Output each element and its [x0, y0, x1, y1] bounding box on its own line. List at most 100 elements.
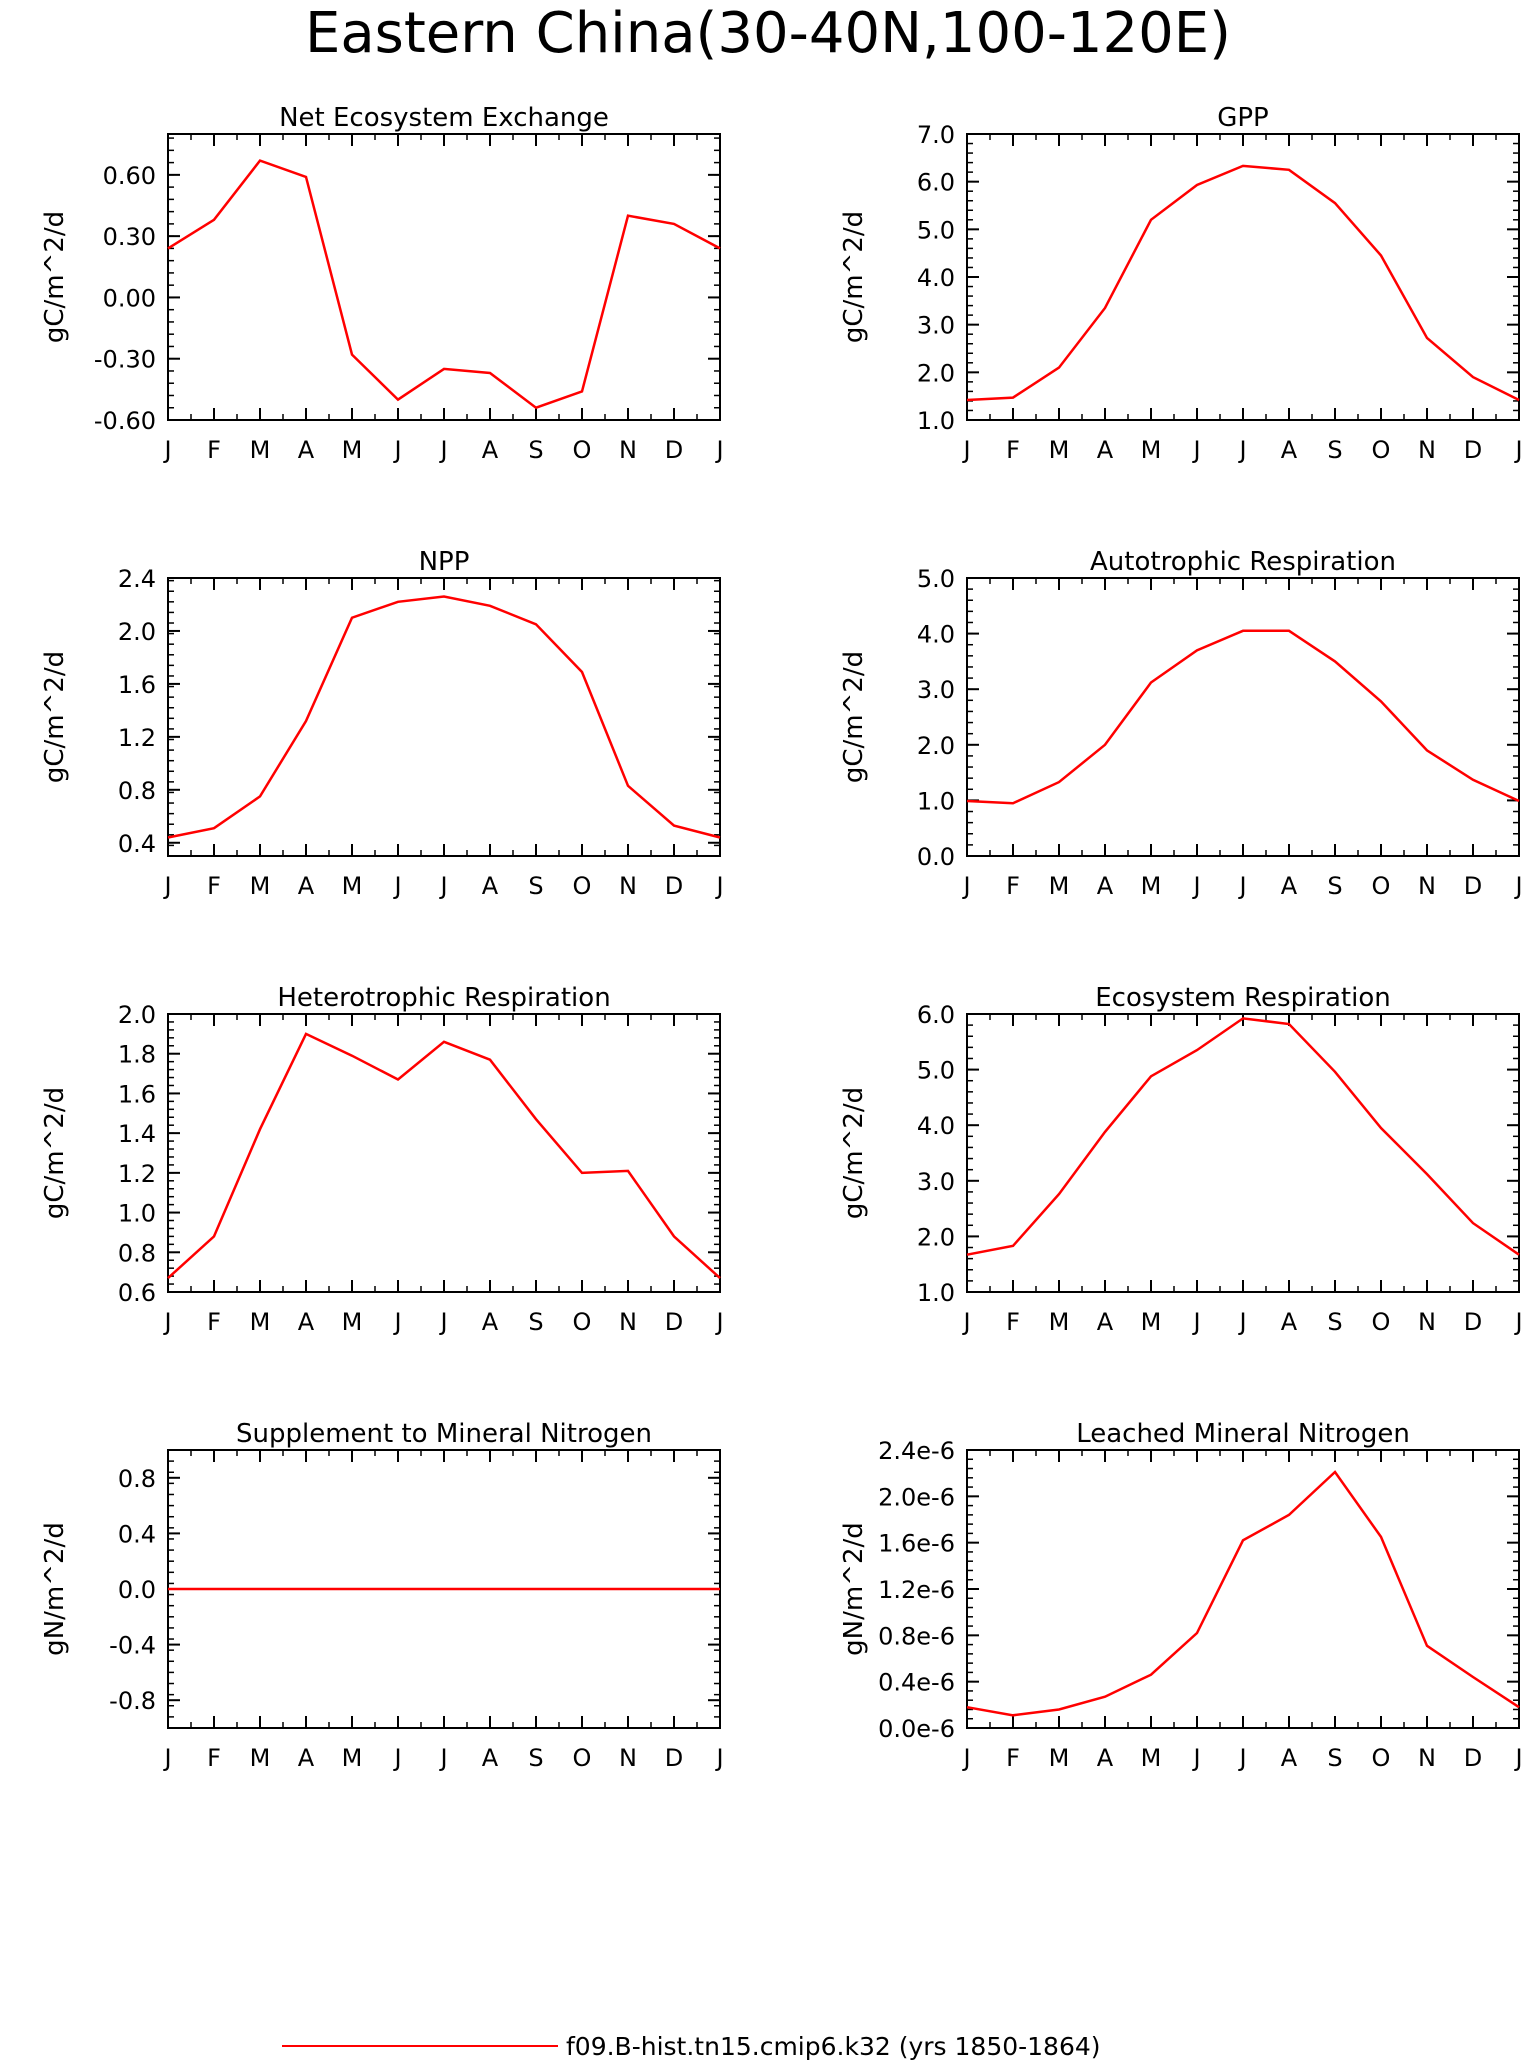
panel-6: J F M A M J J A S O N D J1.02.03.04.05.06.0Ecosystem… [839, 983, 1523, 1336]
x-tick-label: J [961, 436, 970, 464]
plot-frame [966, 577, 1520, 857]
y-tick-label: 1.8 [118, 1041, 156, 1069]
x-tick-label: N [619, 436, 637, 464]
x-tick-label: J [162, 436, 171, 464]
x-tick-label: O [573, 436, 592, 464]
x-tick-label: O [1372, 1308, 1391, 1336]
y-tick-label: 0.8 [118, 1239, 156, 1267]
x-tick-label: N [1418, 436, 1436, 464]
y-tick-label: 4.0 [917, 621, 955, 649]
x-tick-label: S [528, 1744, 543, 1772]
y-tick-label: 1.2 [118, 724, 156, 752]
y-tick-label: 0.00 [103, 284, 156, 312]
x-tick-label: D [665, 872, 683, 900]
x-tick-label: D [665, 1744, 683, 1772]
x-tick-label: F [1006, 872, 1020, 900]
x-tick-label: J [438, 872, 447, 900]
y-tick-label: 5.0 [917, 1057, 955, 1085]
series-line [966, 629, 1520, 805]
y-tick-label: 0.8e-6 [878, 1622, 955, 1650]
x-tick-label: M [1141, 436, 1162, 464]
plot-frame [966, 133, 1520, 421]
x-tick-label: D [1464, 872, 1482, 900]
y-tick-label: 4.0 [917, 264, 955, 292]
x-tick-label: O [573, 1308, 592, 1336]
y-axis-label: gC/m^2/d [40, 651, 70, 783]
y-axis-label: gC/m^2/d [839, 1087, 869, 1219]
y-axis-label: gN/m^2/d [40, 1522, 70, 1656]
y-axis-label: gC/m^2/d [40, 1087, 70, 1219]
y-tick-label: 0.8 [118, 777, 156, 805]
y-tick-label: 0.60 [103, 162, 156, 190]
x-tick-label: M [250, 1308, 271, 1336]
y-tick-label: 0.6 [118, 1279, 156, 1307]
y-tick-label: 3.0 [917, 676, 955, 704]
x-tick-label: F [207, 1308, 221, 1336]
x-tick-label: M [250, 436, 271, 464]
y-axis-label: gC/m^2/d [839, 651, 869, 783]
x-tick-label: J [961, 1308, 970, 1336]
x-tick-label: J [1513, 1744, 1522, 1772]
panel-5: J F M A M J J A S O N D J0.60.81.01.21.41.61.82.0Het… [40, 983, 724, 1336]
y-tick-label: 1.0 [917, 407, 955, 435]
x-tick-label: J [1237, 1308, 1246, 1336]
x-tick-label: J [1513, 436, 1522, 464]
x-tick-label: J [392, 1744, 401, 1772]
panel-title: GPP [1217, 103, 1269, 133]
x-tick-label: J [1191, 1744, 1200, 1772]
x-tick-label: A [298, 1744, 315, 1772]
x-tick-label: M [342, 1308, 363, 1336]
x-tick-label: A [1281, 872, 1298, 900]
x-tick-label: J [1513, 1308, 1522, 1336]
x-tick-label: M [342, 872, 363, 900]
x-tick-label: O [1372, 872, 1391, 900]
x-tick-label: F [207, 1744, 221, 1772]
series-line [167, 1032, 721, 1280]
y-tick-label: 1.0 [917, 1279, 955, 1307]
x-tick-label: J [1513, 872, 1522, 900]
y-tick-label: 2.0 [917, 732, 955, 760]
x-tick-label: N [1418, 872, 1436, 900]
x-tick-label: N [1418, 1744, 1436, 1772]
y-tick-label: 0.30 [103, 223, 156, 251]
x-tick-label: A [1097, 436, 1114, 464]
x-tick-label: A [1097, 872, 1114, 900]
panel-title: Supplement to Mineral Nitrogen [236, 1419, 652, 1449]
panel-title: Ecosystem Respiration [1095, 983, 1390, 1013]
x-tick-label: M [342, 1744, 363, 1772]
x-tick-label: A [298, 872, 315, 900]
x-tick-label: J [714, 1744, 723, 1772]
x-tick-label: S [528, 872, 543, 900]
y-tick-label: 2.4e-6 [878, 1437, 955, 1465]
x-tick-label: D [665, 1308, 683, 1336]
legend-label: f09.B-hist.tn15.cmip6.k32 (yrs 1850-1864… [566, 2032, 1101, 2061]
x-tick-label: M [250, 1744, 271, 1772]
x-tick-label: J [1237, 1744, 1246, 1772]
legend: f09.B-hist.tn15.cmip6.k32 (yrs 1850-1864… [282, 2032, 1101, 2061]
panel-title: NPP [419, 547, 470, 577]
y-tick-label: 1.0 [917, 787, 955, 815]
panel-7: J F M A M J J A S O N D J-0.8-0.40.00.40.8Supplement… [40, 1419, 724, 1772]
x-tick-label: F [207, 436, 221, 464]
x-tick-label: S [1327, 1308, 1342, 1336]
y-tick-label: 3.0 [917, 1168, 955, 1196]
x-tick-label: M [1049, 1308, 1070, 1336]
y-tick-label: 2.0 [118, 1001, 156, 1029]
x-tick-label: A [1281, 1744, 1298, 1772]
plot-frame [167, 133, 721, 421]
y-tick-label: 3.0 [917, 312, 955, 340]
y-tick-label: 7.0 [917, 121, 955, 149]
y-tick-label: 1.0 [118, 1200, 156, 1228]
y-tick-label: 5.0 [917, 216, 955, 244]
x-tick-label: D [665, 436, 683, 464]
x-tick-label: J [1191, 872, 1200, 900]
x-tick-label: J [392, 1308, 401, 1336]
figure-title: Eastern China(30-40N,100-120E) [305, 1, 1231, 66]
series-line [167, 595, 721, 839]
y-tick-label: 1.2e-6 [878, 1576, 955, 1604]
y-tick-label: 4.0 [917, 1112, 955, 1140]
x-tick-label: A [298, 436, 315, 464]
y-tick-label: 1.6 [118, 671, 156, 699]
